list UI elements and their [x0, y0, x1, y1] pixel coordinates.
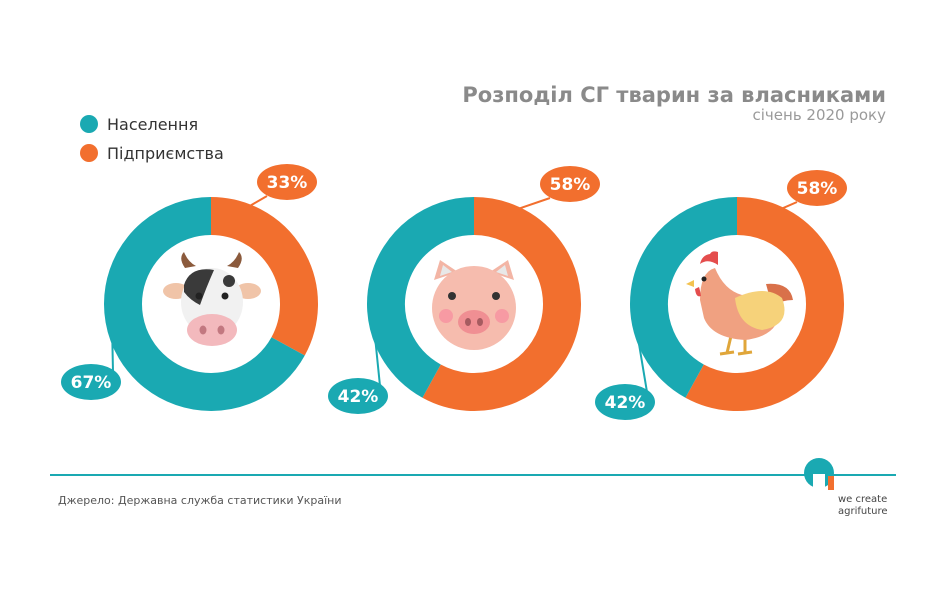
logo-text: we create agrifuture [838, 494, 888, 518]
legend-item-enterprises: Підприємства [80, 141, 224, 165]
divider-line [50, 474, 896, 476]
legend-label-population: Населення [107, 114, 199, 134]
donut-2-label-bg-enterprises [540, 166, 600, 202]
legend-item-population: Населення [80, 112, 198, 136]
donut-1-leader-population [111, 339, 114, 373]
donut-2-label-enterprises: 58% [550, 175, 591, 195]
donut-1-label-bg-enterprises [257, 164, 317, 200]
donut-2-slice-population [367, 197, 475, 398]
donut-3-label-bg-enterprises [787, 170, 847, 206]
donut-3-slice-population [630, 197, 738, 398]
chicken-icon [686, 251, 793, 356]
legend-dot-enterprises [80, 144, 98, 162]
donut-1-label-bg-population [61, 364, 121, 400]
source-note: Джерело: Державна служба статистики Укра… [58, 494, 342, 507]
donut-1-leader-enterprises [248, 195, 268, 208]
donut-1-slice-enterprises [210, 197, 318, 356]
donut-2-label-population: 42% [338, 387, 379, 407]
donut-2-leader-population [374, 339, 381, 387]
chart-subtitle: січень 2020 року [752, 106, 887, 124]
donut-2-slice-enterprises [422, 197, 581, 411]
logo-line-2: agrifuture [838, 506, 888, 517]
donut-1-slice-population [104, 197, 305, 411]
pig-icon [432, 260, 516, 350]
donut-3-label-bg-population [595, 384, 655, 420]
donut-3-label-population: 42% [605, 393, 646, 413]
donut-3-label-enterprises: 58% [797, 179, 838, 199]
legend-dot-population [80, 115, 98, 133]
donut-1-label-enterprises: 33% [267, 173, 308, 193]
agrifuture-logo-icon [804, 458, 834, 490]
logo-line-1: we create [838, 494, 888, 505]
donut-2-label-bg-population [328, 378, 388, 414]
donut-1-label-population: 67% [71, 373, 112, 393]
donut-3-leader-population [637, 339, 648, 393]
donut-3-leader-enterprises [780, 201, 798, 210]
chart-title: Розподіл СГ тварин за власниками [462, 83, 886, 107]
legend-label-enterprises: Підприємства [107, 143, 224, 163]
cow-icon [163, 252, 261, 346]
donut-3-slice-enterprises [685, 197, 844, 411]
donut-2-leader-enterprises [518, 197, 551, 210]
